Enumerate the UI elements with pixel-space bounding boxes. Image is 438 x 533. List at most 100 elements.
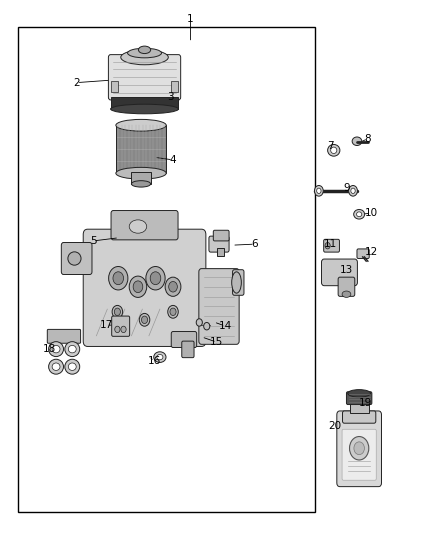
FancyBboxPatch shape [61,243,92,274]
Circle shape [121,326,126,333]
Circle shape [150,272,161,285]
Bar [18,27,315,512]
Text: 10: 10 [365,208,378,218]
FancyBboxPatch shape [346,392,372,405]
Ellipse shape [353,209,364,219]
Text: 17: 17 [100,320,113,330]
Circle shape [114,308,120,316]
Circle shape [112,305,123,318]
Text: 7: 7 [327,141,334,151]
Circle shape [109,266,128,290]
FancyBboxPatch shape [209,236,229,252]
Text: 13: 13 [339,265,353,275]
Text: 12: 12 [365,247,378,257]
Circle shape [204,322,210,330]
FancyBboxPatch shape [338,277,355,296]
Text: 20: 20 [328,422,342,431]
FancyBboxPatch shape [83,229,206,346]
Text: 2: 2 [73,78,80,87]
Circle shape [351,188,355,193]
Ellipse shape [52,345,60,353]
Circle shape [325,243,330,249]
Ellipse shape [348,390,371,397]
Bar [171,81,178,92]
FancyBboxPatch shape [112,316,130,336]
FancyBboxPatch shape [47,329,81,343]
Ellipse shape [68,252,81,265]
Ellipse shape [68,363,76,370]
Circle shape [196,319,202,326]
Text: 6: 6 [251,239,258,249]
Ellipse shape [52,363,60,370]
Text: 4: 4 [170,155,177,165]
Ellipse shape [131,181,151,187]
Ellipse shape [157,354,163,360]
Text: 5: 5 [90,236,97,246]
FancyBboxPatch shape [233,270,244,295]
FancyBboxPatch shape [337,411,381,487]
FancyBboxPatch shape [343,411,376,423]
Bar [217,248,224,256]
FancyBboxPatch shape [213,230,229,241]
Text: 19: 19 [359,399,372,408]
Ellipse shape [121,50,168,65]
Circle shape [349,185,357,196]
Ellipse shape [331,147,337,154]
Ellipse shape [68,345,76,353]
Ellipse shape [357,212,362,217]
Text: 11: 11 [324,239,337,248]
Circle shape [129,276,147,297]
FancyBboxPatch shape [321,259,357,286]
FancyBboxPatch shape [357,249,369,259]
Ellipse shape [342,291,351,297]
Bar [350,401,369,413]
Circle shape [113,272,124,285]
Text: 9: 9 [343,183,350,192]
FancyBboxPatch shape [109,55,180,100]
Ellipse shape [49,342,64,357]
Circle shape [133,281,143,293]
FancyBboxPatch shape [111,211,178,240]
Circle shape [314,185,323,196]
Circle shape [146,266,165,290]
Bar [131,172,151,184]
Ellipse shape [232,272,241,293]
Text: 14: 14 [219,321,232,331]
Bar [116,125,166,173]
Ellipse shape [138,46,151,54]
Text: 1: 1 [187,14,194,23]
Ellipse shape [111,104,179,114]
Circle shape [354,442,364,455]
Ellipse shape [154,352,166,362]
Text: 8: 8 [364,134,371,143]
Text: 16: 16 [148,357,161,366]
Text: 3: 3 [167,92,174,102]
Bar [110,98,178,109]
Ellipse shape [49,359,64,374]
FancyBboxPatch shape [324,239,339,252]
Circle shape [317,188,321,193]
Ellipse shape [116,167,166,179]
Circle shape [139,313,150,326]
Bar [111,81,118,92]
Circle shape [350,437,369,460]
Text: 18: 18 [43,344,56,354]
Circle shape [115,326,120,333]
Circle shape [169,281,177,292]
FancyBboxPatch shape [182,341,194,358]
Ellipse shape [65,342,80,357]
Ellipse shape [129,220,147,233]
Text: 15: 15 [210,337,223,347]
Ellipse shape [116,119,166,131]
Ellipse shape [65,359,80,374]
Circle shape [170,308,176,316]
Ellipse shape [127,48,162,58]
Ellipse shape [328,144,340,156]
FancyBboxPatch shape [171,332,197,348]
Circle shape [165,277,181,296]
FancyBboxPatch shape [199,269,239,344]
FancyBboxPatch shape [342,429,376,480]
Circle shape [168,305,178,318]
Ellipse shape [352,137,362,146]
Circle shape [141,316,148,324]
